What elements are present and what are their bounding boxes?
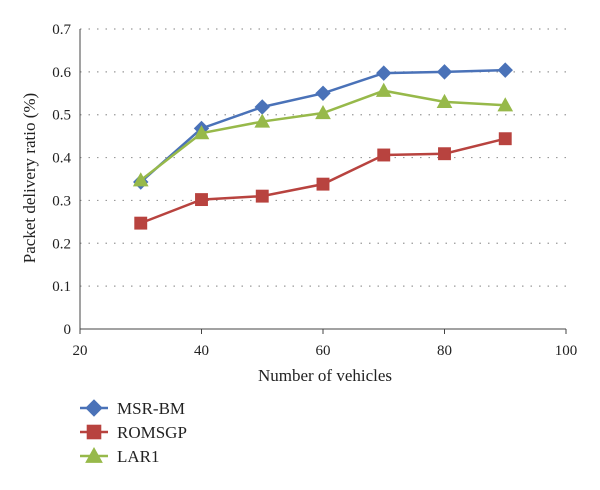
- data-point: [195, 193, 208, 207]
- x-tick-labels: 20 40 60 80 100: [73, 343, 578, 359]
- data-point: [436, 93, 453, 108]
- legend-marker: [85, 446, 103, 463]
- y-tick-label: 0.4: [52, 151, 71, 167]
- series-line: [139, 89, 506, 182]
- y-tick-label: 0.6: [52, 65, 71, 81]
- data-point: [134, 216, 148, 230]
- y-tick-labels: 0 0.1 0.2 0.3 0.4 0.5 0.6 0.7: [52, 22, 71, 338]
- data-point: [436, 64, 453, 80]
- y-tick-label: 0.5: [52, 108, 71, 124]
- legend-label: MSR-BM: [117, 399, 185, 418]
- series-romsgp: [134, 132, 512, 230]
- plot-area: [132, 62, 514, 230]
- x-tick-label: 80: [437, 343, 452, 359]
- y-tick-label: 0.3: [52, 193, 71, 209]
- data-point: [438, 147, 451, 161]
- data-point: [254, 99, 270, 115]
- legend-marker: [86, 424, 102, 440]
- series-msr-bm: [133, 62, 513, 190]
- x-axis-label: Number of vehicles: [258, 366, 392, 385]
- axes: [79, 29, 567, 334]
- y-tick-label: 0: [64, 322, 72, 338]
- data-point: [315, 85, 331, 101]
- data-point: [193, 125, 210, 140]
- y-tick-label: 0.2: [52, 236, 71, 252]
- data-point: [315, 104, 331, 120]
- data-point: [497, 62, 513, 78]
- legend-marker: [85, 399, 103, 417]
- y-axis-label: Packet delivery ratio (%): [20, 93, 39, 263]
- x-tick-label: 100: [555, 343, 578, 359]
- series-lar1: [132, 82, 514, 187]
- gridlines: [80, 28, 566, 287]
- x-tick-label: 60: [316, 343, 331, 359]
- data-point: [316, 177, 330, 191]
- legend-label: ROMSGP: [117, 423, 187, 442]
- data-point: [376, 65, 392, 81]
- legend-item: LAR1: [80, 446, 160, 466]
- data-point: [498, 132, 512, 146]
- legend-label: LAR1: [117, 447, 160, 466]
- x-tick-label: 20: [73, 343, 88, 359]
- data-point: [132, 172, 149, 187]
- legend-item: ROMSGP: [80, 423, 187, 442]
- y-tick-label: 0.7: [52, 22, 71, 38]
- data-point: [375, 82, 392, 97]
- data-point: [255, 189, 269, 203]
- legend: MSR-BM ROMSGP LAR1: [80, 399, 187, 466]
- x-tick-label: 40: [194, 343, 209, 359]
- data-point: [497, 97, 514, 112]
- legend-item: MSR-BM: [80, 399, 185, 418]
- data-point: [377, 148, 391, 162]
- data-point: [254, 113, 271, 128]
- y-tick-label: 0.1: [52, 279, 71, 295]
